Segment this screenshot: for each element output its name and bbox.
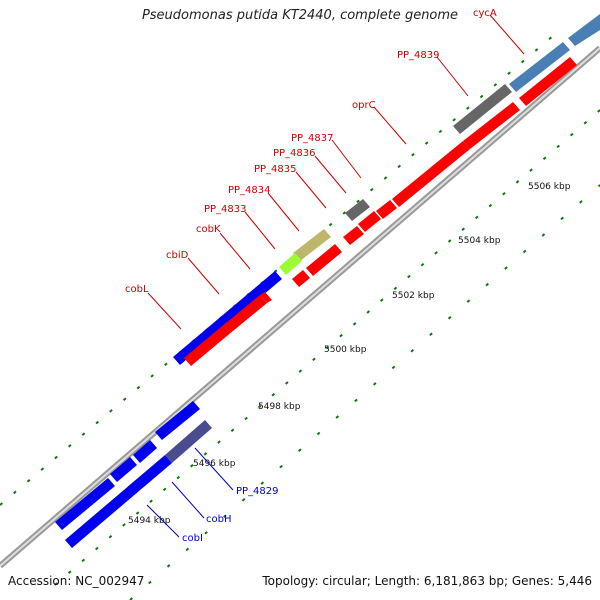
gene-label: PP_4834	[228, 185, 271, 196]
gene-cobL	[173, 271, 282, 365]
scale-label: 5498 kbp	[258, 402, 301, 412]
gene-label: PP_4833	[204, 204, 247, 215]
forward-label-leaders	[147, 14, 525, 330]
accession-text: Accession: NC_002947	[8, 574, 145, 588]
gene-label: PP_4835	[254, 164, 297, 175]
backbone	[0, 45, 600, 569]
scale-labels: 5494 kbp 5496 kbp 5498 kbp 5500 kbp 5502…	[128, 182, 571, 526]
scale-label: 5496 kbp	[193, 459, 236, 469]
gene-small-1	[133, 440, 157, 463]
gene-PP_4833	[279, 253, 302, 275]
gene-red-4	[292, 270, 310, 287]
scale-label: 5494 kbp	[128, 516, 171, 526]
gene-red-7	[358, 211, 381, 232]
tick-row-inner	[54, 109, 600, 586]
tick-rows	[0, 29, 600, 600]
gene-PP_4829	[165, 420, 212, 463]
gene-label: cobH	[206, 514, 231, 525]
scale-label: 5500 kbp	[324, 345, 367, 355]
gene-cycA-2	[568, 14, 600, 46]
gene-label: PP_4836	[273, 148, 316, 159]
forward-gene-labels: cobL cbiD cobK PP_4833 PP_4834 PP_4835 P…	[125, 8, 497, 295]
gene-label: cbiD	[166, 250, 189, 261]
forward-strand-genes	[184, 14, 600, 366]
gene-PP_4837	[345, 199, 370, 221]
gene-PP_4834	[293, 229, 331, 261]
gene-cobH	[65, 455, 172, 548]
gene-red-5	[306, 244, 342, 276]
gene-small-2	[110, 457, 137, 482]
gene-red-10	[519, 57, 577, 106]
scale-label: 5506 kbp	[528, 182, 571, 192]
gene-label: PP_4837	[291, 133, 334, 144]
gene-label: PP_4829	[236, 486, 279, 497]
reverse-gene-labels: PP_4829 cobH cobI	[182, 486, 279, 544]
reverse-strand-genes	[55, 271, 282, 548]
gene-red-3	[260, 292, 272, 303]
gene-PP_4839	[453, 84, 512, 134]
gene-red-8	[376, 200, 397, 219]
gene-upper-blue	[155, 401, 200, 440]
map-title: Pseudomonas putida KT2440, complete geno…	[141, 8, 459, 23]
gene-oprC	[392, 141, 470, 207]
scale-label: 5504 kbp	[458, 236, 501, 246]
gene-label: PP_4839	[397, 50, 440, 61]
scale-label: 5502 kbp	[392, 291, 435, 301]
gene-label: cycA	[473, 8, 497, 19]
gene-label: oprC	[352, 100, 376, 111]
summary-text: Topology: circular; Length: 6,181,863 bp…	[262, 574, 592, 588]
gene-red-6	[343, 226, 364, 245]
gene-cobI	[55, 478, 115, 530]
gene-red-9	[463, 102, 520, 149]
reverse-label-leaders	[146, 447, 234, 538]
gene-label: cobL	[125, 284, 149, 295]
gene-cycA	[509, 42, 570, 92]
gene-red-2	[226, 295, 267, 331]
gene-red-1	[184, 322, 234, 366]
gene-label: cobI	[182, 533, 203, 544]
gene-label: cobK	[196, 224, 221, 235]
